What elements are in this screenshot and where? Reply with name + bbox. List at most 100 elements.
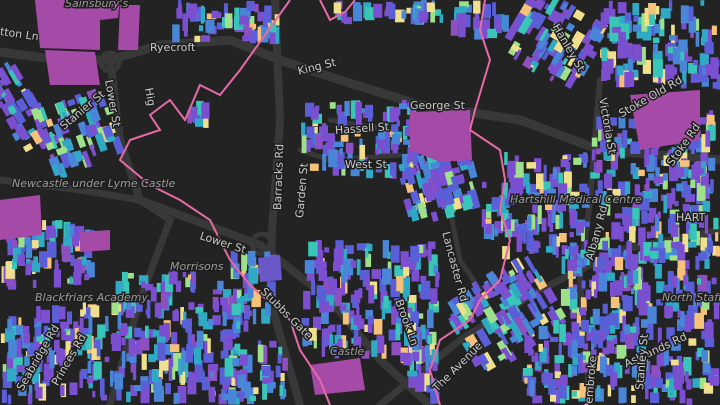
boundary-line: [118, 0, 512, 405]
building: [625, 256, 632, 269]
building: [620, 147, 625, 159]
building: [598, 337, 604, 349]
building: [459, 6, 467, 13]
building: [188, 302, 195, 310]
building: [600, 212, 606, 220]
building-cluster: [301, 240, 440, 359]
building: [75, 133, 87, 149]
building: [547, 39, 559, 53]
building: [589, 378, 593, 387]
building: [547, 212, 552, 227]
building: [653, 24, 661, 34]
building: [678, 39, 688, 52]
building: [662, 180, 668, 190]
building: [373, 3, 383, 18]
building: [614, 213, 623, 219]
building: [648, 173, 655, 181]
building: [368, 285, 375, 304]
street-label: Hig: [142, 87, 158, 107]
building: [207, 338, 211, 354]
building: [422, 181, 436, 202]
building: [394, 9, 405, 23]
building: [359, 270, 365, 281]
building: [633, 15, 639, 22]
building: [306, 139, 311, 152]
building: [677, 244, 685, 264]
building: [188, 274, 194, 280]
building: [600, 140, 608, 153]
building: [572, 251, 577, 264]
building: [558, 342, 562, 357]
building: [410, 110, 472, 162]
building: [612, 26, 622, 33]
building: [640, 192, 650, 211]
building: [236, 290, 242, 305]
building: [65, 341, 71, 357]
building: [700, 237, 707, 251]
building: [600, 316, 607, 325]
building: [695, 255, 700, 270]
building: [677, 309, 681, 318]
building: [553, 166, 561, 173]
building: [402, 171, 410, 180]
building: [5, 262, 15, 279]
building: [8, 240, 13, 255]
building: [603, 173, 613, 189]
building: [416, 328, 421, 337]
building: [411, 166, 418, 176]
building: [649, 392, 660, 404]
building: [6, 355, 17, 373]
building: [683, 162, 689, 177]
building: [642, 282, 649, 293]
building: [571, 307, 580, 313]
building: [581, 280, 586, 289]
building: [96, 95, 107, 108]
building: [632, 44, 641, 61]
building: [183, 18, 188, 37]
building: [540, 347, 547, 363]
building: [43, 325, 49, 332]
building: [481, 209, 486, 228]
building: [0, 333, 5, 343]
building: [413, 301, 417, 315]
building: [690, 222, 697, 241]
building: [332, 163, 339, 176]
building: [234, 343, 241, 351]
building: [433, 265, 439, 274]
building: [304, 326, 309, 345]
building: [214, 301, 219, 313]
building: [18, 228, 25, 248]
building: [542, 371, 547, 386]
building: [411, 270, 420, 282]
building: [609, 117, 617, 126]
building: [653, 176, 664, 184]
building: [82, 302, 86, 315]
building: [14, 324, 24, 335]
building: [73, 272, 82, 286]
building: [502, 15, 509, 32]
building: [699, 53, 709, 66]
building: [172, 24, 180, 43]
building: [533, 275, 548, 291]
building: [577, 221, 584, 233]
building: [392, 143, 398, 154]
building: [329, 102, 336, 109]
street-label: George St: [410, 99, 466, 112]
building: [269, 340, 277, 348]
building: [596, 116, 605, 130]
building: [638, 169, 645, 177]
building: [409, 164, 414, 171]
building: [649, 207, 657, 219]
building: [482, 181, 487, 189]
building: [335, 247, 339, 266]
building: [339, 247, 344, 256]
building: [583, 351, 591, 363]
building: [611, 222, 621, 240]
building: [13, 247, 21, 263]
building: [0, 100, 5, 110]
building: [211, 12, 222, 19]
building: [388, 3, 396, 20]
building: [375, 166, 382, 173]
building: [231, 303, 241, 316]
building: [616, 344, 627, 359]
